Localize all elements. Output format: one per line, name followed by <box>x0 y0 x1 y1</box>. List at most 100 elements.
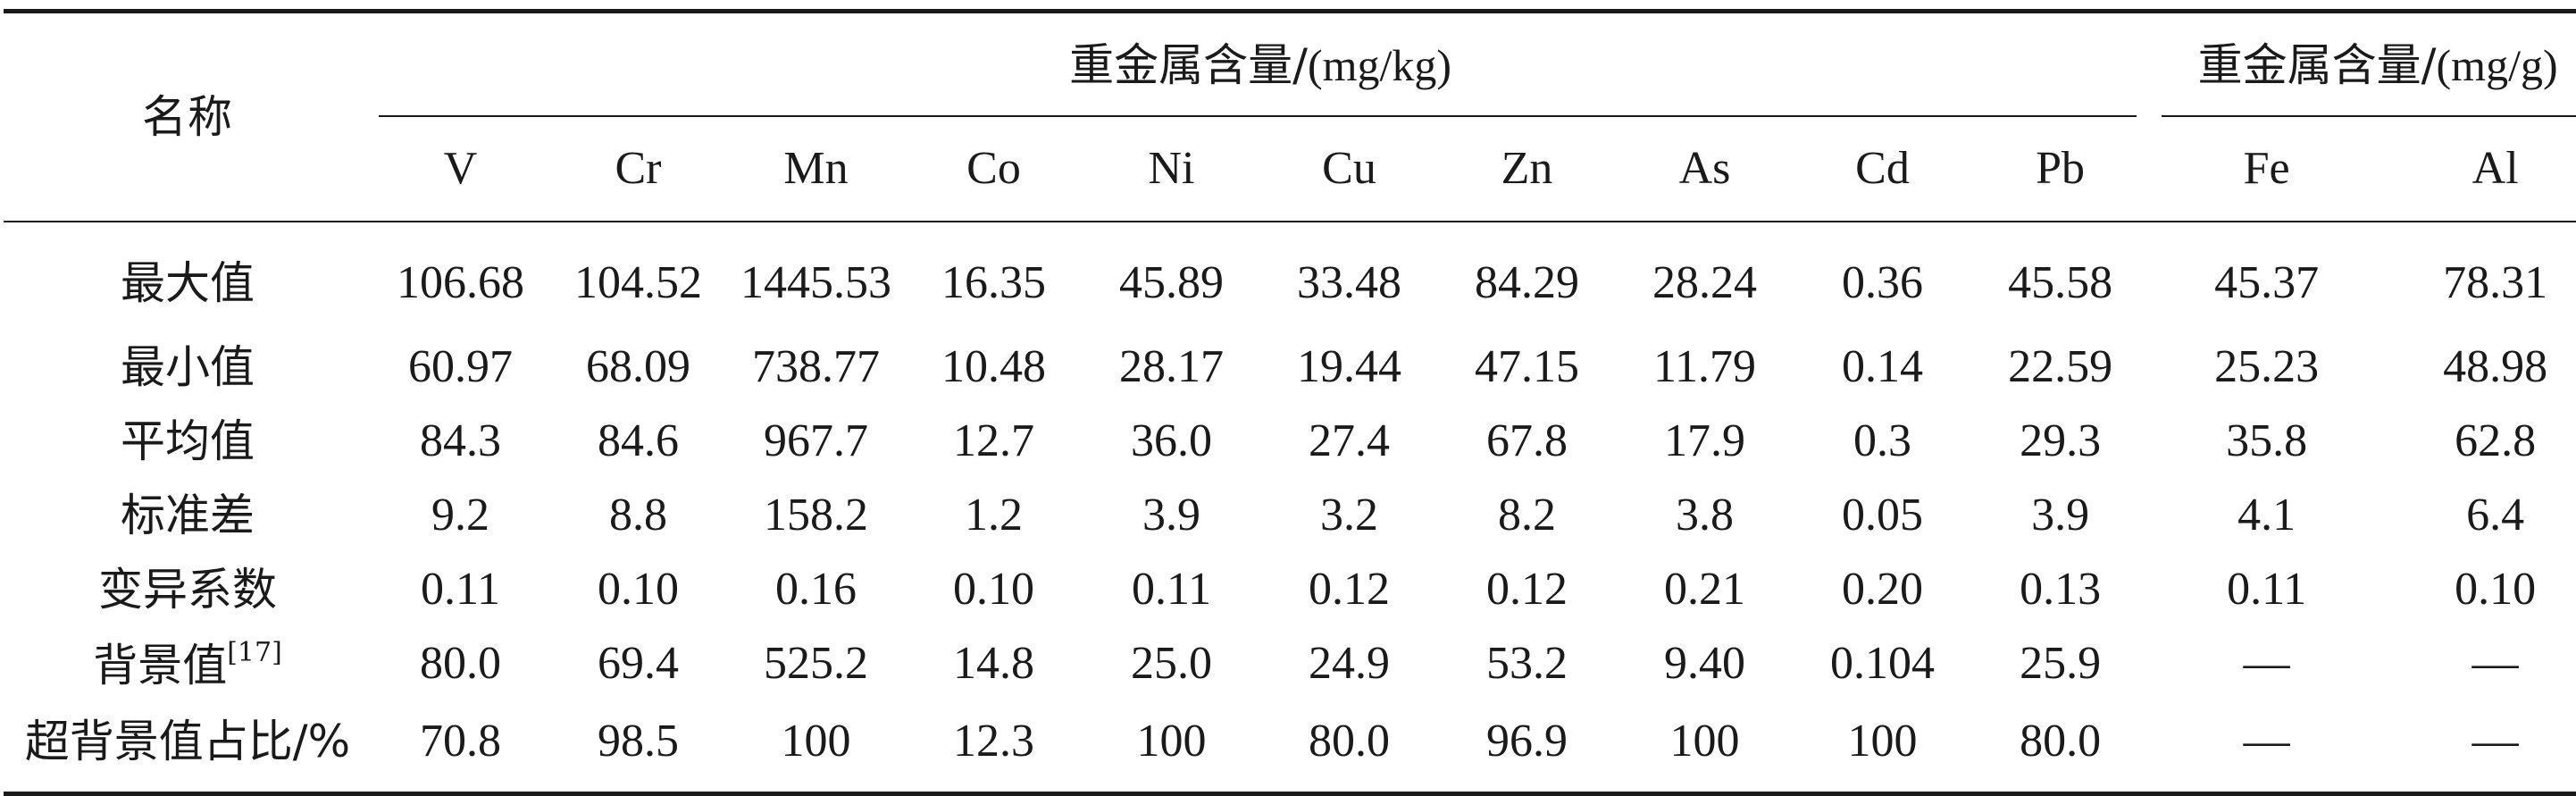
cell-std-al: 6.4 <box>2466 489 2525 540</box>
cell-std-cr: 8.8 <box>609 489 667 540</box>
cell-std-cd: 0.05 <box>1842 489 1923 540</box>
group-header-mg-per-g: 重金属含量/(mg/g) <box>2149 12 2576 118</box>
table-row-cv: 变异系数 0.11 0.10 0.16 0.10 0.11 0.12 0.12 … <box>4 552 2576 626</box>
cell-bg-co: 14.8 <box>953 637 1034 689</box>
table-row-min: 最小值 60.97 68.09 738.77 10.48 28.17 19.44… <box>4 330 2576 404</box>
cell-exceed-mn: 100 <box>781 716 851 767</box>
cell-std-pb: 3.9 <box>2031 489 2090 540</box>
cell-bg-zn: 53.2 <box>1486 637 1568 689</box>
cell-exceed-cr: 98.5 <box>598 716 679 767</box>
cell-cv-cr: 0.10 <box>598 563 679 615</box>
cell-min-cr: 68.09 <box>586 340 690 392</box>
cell-bg-v: 80.0 <box>420 637 501 689</box>
row-label-background: 背景值[17] <box>4 626 372 700</box>
cell-max-cr: 104.52 <box>574 257 702 308</box>
cell-cv-co: 0.10 <box>953 563 1034 615</box>
column-header-as: As <box>1616 117 1794 222</box>
cell-cv-al: 0.10 <box>2455 563 2537 615</box>
group-pct-title: 重金属含量/ <box>2197 39 2437 91</box>
cell-exceed-as: 100 <box>1669 716 1740 767</box>
column-header-cr: Cr <box>549 117 727 222</box>
cell-bg-al: — <box>2471 637 2519 689</box>
cell-max-cd: 0.36 <box>1842 257 1923 308</box>
cell-mean-co: 12.7 <box>953 415 1034 466</box>
table-row-exceed-ratio: 超背景值占比/% 70.8 98.5 100 12.3 100 80.0 96.… <box>4 700 2576 794</box>
citation-ref: [17] <box>227 636 282 668</box>
cell-std-v: 9.2 <box>431 489 489 540</box>
cell-mean-pb: 29.3 <box>2020 415 2102 466</box>
cell-mean-ni: 36.0 <box>1131 415 1212 466</box>
cell-exceed-v: 70.8 <box>420 716 501 767</box>
cell-exceed-cu: 80.0 <box>1309 716 1390 767</box>
cell-std-co: 1.2 <box>965 489 1023 540</box>
cell-std-as: 3.8 <box>1676 489 1734 540</box>
cell-cv-zn: 0.12 <box>1486 563 1568 615</box>
header-group-row: 名称 重金属含量/(mg/kg) 重金属含量/(mg/g) <box>4 11 2576 222</box>
column-header-cd: Cd <box>1794 117 1971 222</box>
cell-cv-cd: 0.20 <box>1842 563 1923 615</box>
cell-mean-cu: 27.4 <box>1309 415 1390 466</box>
cell-cv-ni: 0.11 <box>1131 563 1212 615</box>
cell-max-as: 28.24 <box>1652 257 1757 308</box>
cell-min-cd: 0.14 <box>1842 340 1923 392</box>
heavy-metal-statistics-table: 名称 重金属含量/(mg/kg) 重金属含量/(mg/g) V Cr Mn Co… <box>4 9 2576 796</box>
group-pct-unit: (mg/g) <box>2436 40 2558 90</box>
cell-min-v: 60.97 <box>408 340 513 392</box>
cell-min-fe: 25.23 <box>2214 340 2320 392</box>
column-header-cu: Cu <box>1260 117 1438 222</box>
cell-exceed-zn: 96.9 <box>1486 716 1568 767</box>
cell-cv-mn: 0.16 <box>775 563 857 615</box>
cell-exceed-co: 12.3 <box>953 716 1034 767</box>
cell-bg-cr: 69.4 <box>598 637 679 689</box>
cell-cv-cu: 0.12 <box>1309 563 1390 615</box>
group-ppm-unit: (mg/kg) <box>1307 40 1452 90</box>
cell-min-as: 11.79 <box>1652 340 1757 392</box>
table-row-max: 最大值 106.68 104.52 1445.53 16.35 45.89 33… <box>4 222 2576 330</box>
column-header-co: Co <box>905 117 1083 222</box>
cell-bg-fe: — <box>2243 637 2290 689</box>
name-header-text: 名称 <box>142 91 233 143</box>
table-row-background: 背景值[17] 80.0 69.4 525.2 14.8 25.0 24.9 5… <box>4 626 2576 700</box>
cell-min-cu: 19.44 <box>1297 340 1401 392</box>
cell-mean-as: 17.9 <box>1664 415 1745 466</box>
header-element-row: V Cr Mn Co Ni Cu Zn As Cd Pb Fe Al <box>4 117 2576 222</box>
name-column-header: 名称 <box>4 11 372 222</box>
table-header: 名称 重金属含量/(mg/kg) 重金属含量/(mg/g) V Cr Mn Co… <box>4 11 2576 222</box>
group-header-mg-per-kg-text: 重金属含量/(mg/kg) <box>1069 39 1451 91</box>
cell-mean-fe: 35.8 <box>2226 415 2308 466</box>
column-header-mn: Mn <box>727 117 905 222</box>
cell-std-fe: 4.1 <box>2237 489 2296 540</box>
cell-min-zn: 47.15 <box>1475 340 1579 392</box>
cell-mean-mn: 967.7 <box>764 415 868 466</box>
column-header-zn: Zn <box>1438 117 1616 222</box>
cell-std-mn: 158.2 <box>764 489 868 540</box>
table-row-mean: 平均值 84.3 84.6 967.7 12.7 36.0 27.4 67.8 … <box>4 404 2576 478</box>
cell-max-zn: 84.29 <box>1475 257 1579 308</box>
cell-min-al: 48.98 <box>2443 340 2548 392</box>
cell-max-al: 78.31 <box>2443 257 2548 308</box>
cell-mean-v: 84.3 <box>420 415 501 466</box>
cell-exceed-cd: 100 <box>1847 716 1918 767</box>
cell-bg-mn: 525.2 <box>764 637 868 689</box>
row-label-mean: 平均值 <box>121 415 255 467</box>
cell-exceed-pb: 80.0 <box>2020 716 2102 767</box>
background-label-text: 背景值 <box>93 639 228 691</box>
cell-mean-zn: 67.8 <box>1486 415 1568 466</box>
cell-bg-as: 9.40 <box>1664 637 1745 689</box>
cell-exceed-ni: 100 <box>1136 716 1207 767</box>
cell-mean-cr: 84.6 <box>598 415 679 466</box>
cell-bg-cu: 24.9 <box>1309 637 1390 689</box>
cell-bg-pb: 25.9 <box>2020 637 2102 689</box>
group-header-mg-per-g-text: 重金属含量/(mg/g) <box>2198 39 2558 91</box>
column-header-al: Al <box>2384 117 2576 222</box>
cell-bg-ni: 25.0 <box>1131 637 1212 689</box>
cell-max-pb: 45.58 <box>2008 257 2113 308</box>
cell-std-ni: 3.9 <box>1142 489 1200 540</box>
cell-min-pb: 22.59 <box>2008 340 2113 392</box>
row-label-exceed-ratio: 超背景值占比/% <box>24 716 351 767</box>
cell-min-co: 10.48 <box>941 340 1046 392</box>
cell-cv-fe: 0.11 <box>2227 563 2307 615</box>
cell-max-mn: 1445.53 <box>740 257 891 308</box>
cell-std-zn: 8.2 <box>1498 489 1556 540</box>
